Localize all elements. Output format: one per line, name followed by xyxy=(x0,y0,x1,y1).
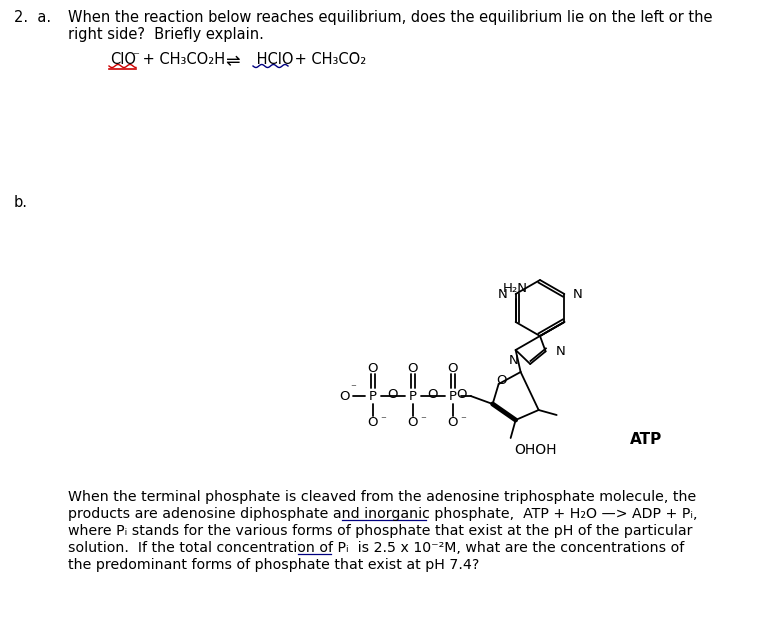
Text: N: N xyxy=(498,287,507,300)
Text: When the reaction below reaches equilibrium, does the equilibrium lie on the lef: When the reaction below reaches equilibr… xyxy=(68,10,713,25)
Text: N: N xyxy=(556,345,565,358)
Polygon shape xyxy=(492,403,517,421)
Text: ⁻: ⁻ xyxy=(351,383,356,393)
Text: right side?  Briefly explain.: right side? Briefly explain. xyxy=(68,27,264,42)
Text: ⁻: ⁻ xyxy=(350,50,357,63)
Text: 2.  a.: 2. a. xyxy=(14,10,51,25)
Text: H₂N: H₂N xyxy=(503,282,529,296)
Text: When the terminal phosphate is cleaved from the adenosine triphosphate molecule,: When the terminal phosphate is cleaved f… xyxy=(68,490,696,504)
Text: + CH₃CO₂H: + CH₃CO₂H xyxy=(138,52,229,67)
Text: N: N xyxy=(509,354,518,367)
Text: the predominant forms of phosphate that exist at pH 7.4?: the predominant forms of phosphate that … xyxy=(68,558,479,572)
Text: ⁻: ⁻ xyxy=(460,415,467,425)
Text: ClO: ClO xyxy=(110,52,136,67)
Text: O: O xyxy=(456,388,467,401)
Text: N: N xyxy=(572,287,582,300)
Text: O: O xyxy=(496,374,507,386)
Text: where Pᵢ stands for the various forms of phosphate that exist at the pH of the p: where Pᵢ stands for the various forms of… xyxy=(68,524,692,538)
Text: HClO: HClO xyxy=(252,52,294,67)
Text: products are adenosine diphosphate and inorganic phosphate,  ATP + H₂O —> ADP + : products are adenosine diphosphate and i… xyxy=(68,507,698,521)
Text: + CH₃CO₂: + CH₃CO₂ xyxy=(290,52,366,67)
Text: O: O xyxy=(367,417,378,430)
Text: O: O xyxy=(367,361,378,374)
Text: ATP: ATP xyxy=(630,433,662,448)
Text: solution.  If the total concentration of Pᵢ  is 2.5 x 10⁻²M, what are the concen: solution. If the total concentration of … xyxy=(68,541,684,555)
Text: ⁻: ⁻ xyxy=(420,415,427,425)
Text: O: O xyxy=(339,390,350,403)
Text: ⇌: ⇌ xyxy=(225,52,240,70)
Text: O: O xyxy=(407,361,418,374)
Text: b.: b. xyxy=(14,195,28,210)
Text: ⁻: ⁻ xyxy=(381,415,387,425)
Text: P: P xyxy=(449,390,456,403)
Text: O: O xyxy=(447,417,458,430)
Text: O: O xyxy=(447,361,458,374)
Text: ⁻: ⁻ xyxy=(132,50,139,63)
Text: P: P xyxy=(369,390,377,403)
Text: P: P xyxy=(409,390,417,403)
Text: O: O xyxy=(428,388,438,401)
Text: O: O xyxy=(407,417,418,430)
Text: OHOH: OHOH xyxy=(514,443,557,457)
Text: O: O xyxy=(388,388,398,401)
